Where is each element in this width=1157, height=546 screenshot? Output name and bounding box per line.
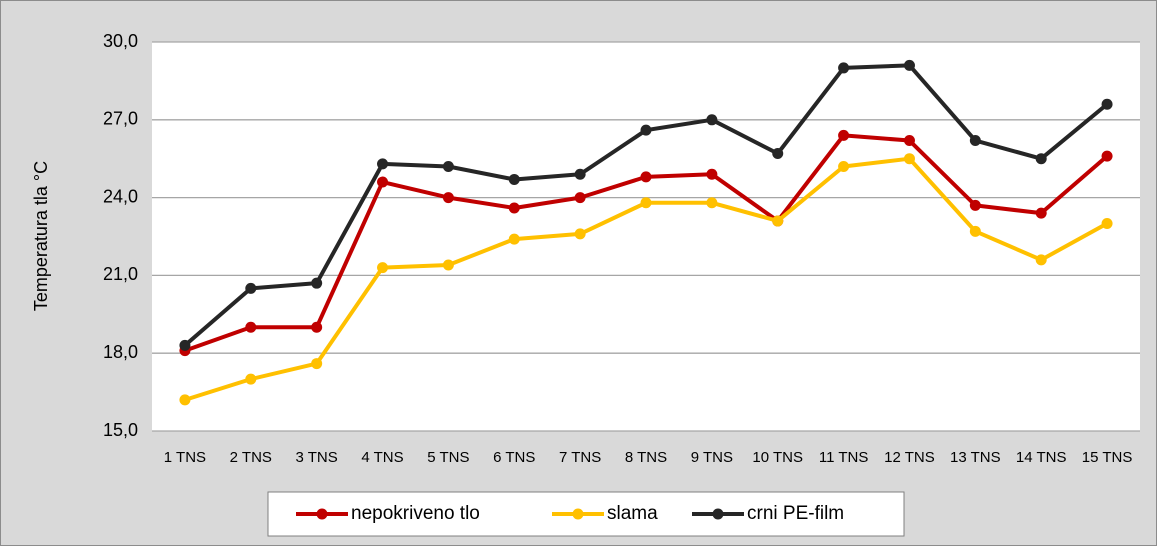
legend-label: crni PE-film xyxy=(747,503,844,524)
y-axis-title: Temperatura tla °C xyxy=(31,161,51,311)
data-point xyxy=(1035,153,1047,165)
data-point xyxy=(903,135,915,147)
x-tick-label: 10 TNS xyxy=(752,449,803,466)
x-tick-label: 12 TNS xyxy=(884,449,935,466)
data-point xyxy=(377,176,389,188)
x-tick-label: 11 TNS xyxy=(819,449,868,466)
data-point xyxy=(179,339,191,351)
x-tick-label: 3 TNS xyxy=(296,449,338,466)
x-tick-label: 4 TNS xyxy=(361,449,403,466)
data-point xyxy=(574,168,586,180)
legend-marker xyxy=(572,508,584,520)
data-point xyxy=(706,197,718,209)
x-tick-label: 8 TNS xyxy=(625,449,667,466)
data-point xyxy=(838,160,850,172)
x-tick-label: 14 TNS xyxy=(1016,449,1067,466)
data-point xyxy=(377,262,389,274)
y-tick-label: 15,0 xyxy=(103,420,138,440)
data-point xyxy=(1101,98,1113,110)
data-point xyxy=(903,153,915,165)
x-tick-label: 9 TNS xyxy=(691,449,733,466)
data-point xyxy=(574,192,586,204)
data-point xyxy=(969,135,981,147)
legend-marker xyxy=(712,508,724,520)
data-point xyxy=(640,197,652,209)
data-point xyxy=(442,259,454,271)
x-tick-label: 15 TNS xyxy=(1082,449,1133,466)
data-point xyxy=(442,192,454,204)
data-point xyxy=(311,321,323,333)
x-tick-label: 13 TNS xyxy=(950,449,1001,466)
y-tick-label: 30,0 xyxy=(103,31,138,51)
data-point xyxy=(838,62,850,74)
data-point xyxy=(245,373,257,385)
data-point xyxy=(311,277,323,289)
data-point xyxy=(1101,218,1113,230)
data-point xyxy=(311,358,323,370)
data-point xyxy=(1101,150,1113,162)
data-point xyxy=(903,59,915,71)
x-tick-label: 2 TNS xyxy=(230,449,272,466)
data-point xyxy=(772,215,784,227)
x-tick-label: 5 TNS xyxy=(427,449,469,466)
legend-label: slama xyxy=(607,503,658,524)
data-point xyxy=(640,124,652,136)
y-tick-label: 27,0 xyxy=(103,109,138,129)
data-point xyxy=(245,321,257,333)
x-tick-label: 6 TNS xyxy=(493,449,535,466)
data-point xyxy=(508,173,520,185)
data-point xyxy=(245,282,257,294)
data-point xyxy=(706,168,718,180)
data-point xyxy=(574,228,586,240)
data-point xyxy=(508,202,520,214)
data-point xyxy=(640,171,652,183)
data-point xyxy=(772,148,784,160)
data-point xyxy=(508,233,520,245)
data-point xyxy=(838,129,850,141)
data-point xyxy=(706,114,718,126)
data-point xyxy=(442,160,454,172)
data-point xyxy=(1035,207,1047,219)
y-tick-label: 24,0 xyxy=(103,186,138,206)
y-tick-label: 18,0 xyxy=(103,342,138,362)
x-tick-label: 1 TNS xyxy=(164,449,206,466)
data-point xyxy=(969,225,981,237)
x-tick-label: 7 TNS xyxy=(559,449,601,466)
data-point xyxy=(179,394,191,406)
data-point xyxy=(969,199,981,211)
legend-marker xyxy=(316,508,328,520)
data-point xyxy=(377,158,389,170)
data-point xyxy=(1035,254,1047,266)
legend-label: nepokriveno tlo xyxy=(351,503,480,524)
y-tick-label: 21,0 xyxy=(103,264,138,284)
